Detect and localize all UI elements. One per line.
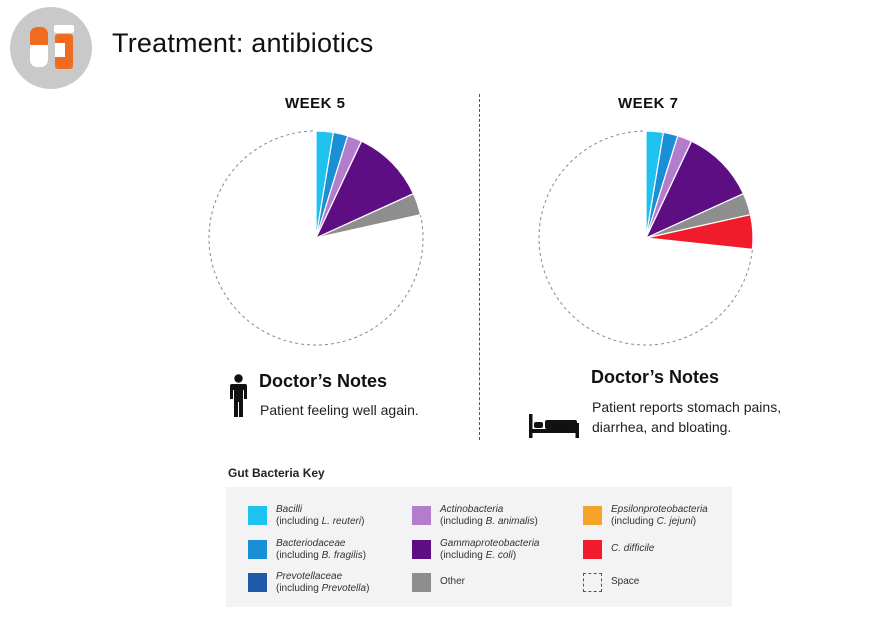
legend-text: Other xyxy=(440,571,465,588)
legend-sub-italic: Prevotella xyxy=(321,583,367,594)
week-7-notes-title: Doctor’s Notes xyxy=(591,367,720,387)
pie-slice-gammaproteobacteria xyxy=(315,140,414,239)
pie-slice-gammaproteobacteria xyxy=(645,140,744,239)
legend-text: Prevotellaceae (including Prevotella) xyxy=(276,571,369,595)
week-5-label: WEEK 5 xyxy=(285,95,346,112)
pie-slice-other xyxy=(315,193,422,239)
legend-item-bacilli: Bacilli (including L. reuteri) xyxy=(248,504,364,528)
legend-name: Gammaproteobacteria xyxy=(440,538,540,549)
legend-name: C. difficile xyxy=(611,543,655,554)
legend-item-c-difficile: C. difficile xyxy=(583,538,654,559)
legend-name: Other xyxy=(440,576,466,587)
notes-line: diarrhea, and bloating. xyxy=(592,419,732,435)
legend-sub: (including Prevotella) xyxy=(276,583,370,594)
legend-name: Bacteriodaceae xyxy=(276,538,346,549)
panel-divider xyxy=(479,94,480,440)
legend-name: Actinobacteria xyxy=(440,504,504,515)
legend-item-prevotellaceae: Prevotellaceae (including Prevotella) xyxy=(248,571,369,595)
legend-swatch xyxy=(248,540,267,559)
pie-outline xyxy=(208,130,424,346)
legend-sub: (including B. animalis) xyxy=(440,516,538,527)
legend-swatch xyxy=(583,573,602,592)
legend-item-other: Other xyxy=(412,571,465,592)
legend-text: Actinobacteria (including B. animalis) xyxy=(440,504,538,528)
legend-sub-italic: L. reuteri xyxy=(321,516,362,527)
legend-swatch xyxy=(412,506,431,525)
legend-swatch xyxy=(412,573,431,592)
week-5-notes-title: Doctor’s Notes xyxy=(259,371,388,391)
legend-swatch xyxy=(248,573,267,592)
legend-text: Epsilonproteobacteria (including C. jeju… xyxy=(611,504,708,528)
pill-bottle-icon xyxy=(10,7,92,89)
legend-swatch xyxy=(248,506,267,525)
legend-text: Space xyxy=(611,571,639,588)
legend-text: Gammaproteobacteria (including E. coli) xyxy=(440,538,540,562)
legend-sub-italic: B. fragilis xyxy=(321,550,363,561)
bed-icon xyxy=(529,414,579,443)
legend-sub: (including E. coli) xyxy=(440,550,517,561)
legend-name: Space xyxy=(611,576,640,587)
week-5-pie-chart xyxy=(208,130,424,346)
legend-item-bacteriodaceae: Bacteriodaceae (including B. fragilis) xyxy=(248,538,366,562)
legend-sub-italic: B. animalis xyxy=(485,516,535,527)
legend-sub: (including C. jejuni) xyxy=(611,516,697,527)
legend-item-gammaproteobacteria: Gammaproteobacteria (including E. coli) xyxy=(412,538,540,562)
page-title: Treatment: antibiotics xyxy=(112,28,374,58)
notes-line: Patient reports stomach pains, xyxy=(592,399,782,415)
legend-item-space: Space xyxy=(583,571,639,592)
legend-name: Bacilli xyxy=(276,504,303,515)
legend-item-actinobacteria: Actinobacteria (including B. animalis) xyxy=(412,504,538,528)
standing-person-icon xyxy=(229,374,248,423)
legend-swatch xyxy=(412,540,431,559)
legend-text: Bacilli (including L. reuteri) xyxy=(276,504,364,528)
notes-line: Patient feeling well again. xyxy=(260,402,419,418)
week-5-notes-text: Patient feeling well again. xyxy=(260,400,419,420)
key-title: Gut Bacteria Key xyxy=(228,466,325,480)
legend-name: Prevotellaceae xyxy=(276,571,343,582)
legend-name: Epsilonproteobacteria xyxy=(611,504,708,515)
legend-sub-italic: C. jejuni xyxy=(656,516,693,527)
week-7-pie-chart xyxy=(538,130,754,346)
legend-swatch xyxy=(583,540,602,559)
legend-item-epsilonproteobacteria: Epsilonproteobacteria (including C. jeju… xyxy=(583,504,708,528)
pie-slice-c-difficile xyxy=(645,214,754,251)
week-7-notes-text: Patient reports stomach pains, diarrhea,… xyxy=(592,397,781,437)
legend-swatch xyxy=(583,506,602,525)
week-7-label: WEEK 7 xyxy=(618,95,679,112)
legend-sub: (including L. reuteri) xyxy=(276,516,365,527)
legend-text: C. difficile xyxy=(611,538,654,555)
legend: Bacilli (including L. reuteri) Bacteriod… xyxy=(226,487,732,607)
legend-sub-italic: E. coli xyxy=(485,550,513,561)
legend-text: Bacteriodaceae (including B. fragilis) xyxy=(276,538,366,562)
legend-sub: (including B. fragilis) xyxy=(276,550,367,561)
